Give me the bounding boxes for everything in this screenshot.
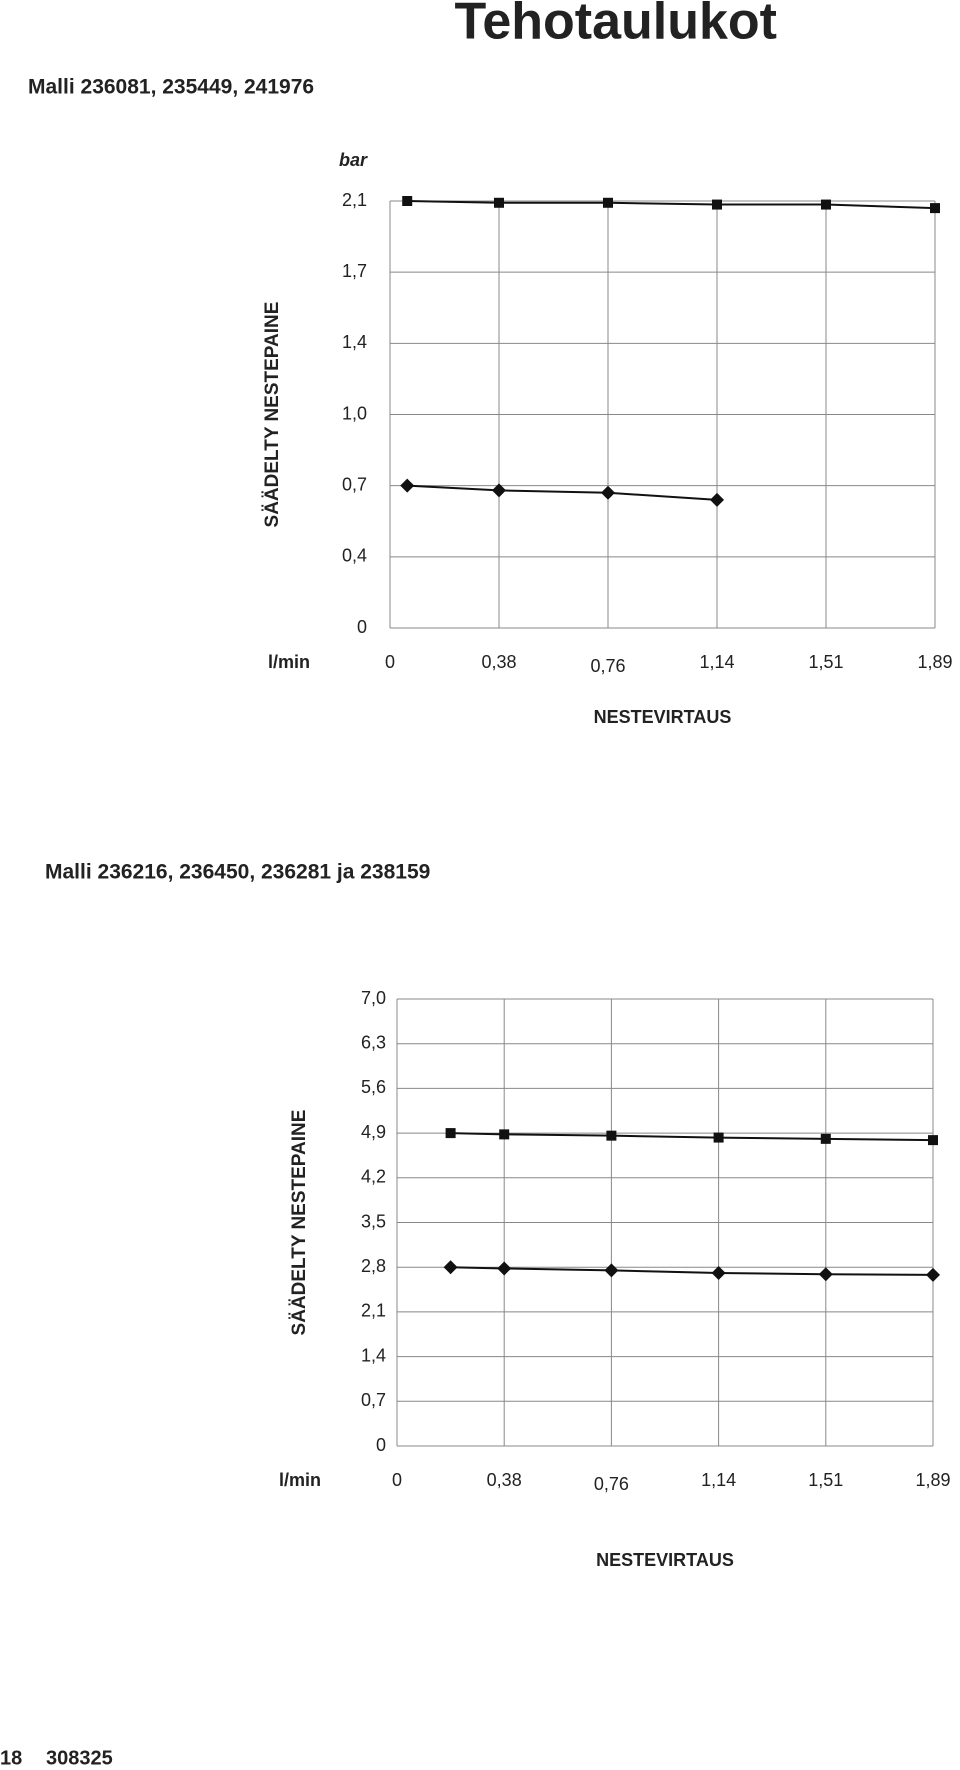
y-tick-label: 1,4 xyxy=(361,1345,386,1365)
square-marker xyxy=(402,196,413,206)
chart-title: Malli 236081, 235449, 241976 xyxy=(28,76,314,99)
square-marker xyxy=(820,1133,831,1144)
y-tick-label: 6,3 xyxy=(361,1032,386,1052)
x-axis-label: NESTEVIRTAUS xyxy=(594,707,732,727)
x-tick-label: 0 xyxy=(392,1470,402,1490)
series-line xyxy=(450,1132,934,1142)
y-axis-label: SÄÄDELTY NESTEPAINE xyxy=(262,302,283,528)
page-title: Tehotaulukot xyxy=(454,0,777,51)
diamond-marker xyxy=(492,483,506,498)
x-tick-label: 1,89 xyxy=(917,652,952,672)
y-tick-label: 4,9 xyxy=(361,1122,386,1142)
diamond-marker xyxy=(818,1267,833,1282)
diamond-marker xyxy=(710,492,724,507)
square-marker xyxy=(494,197,504,208)
x-tick-label: 0,76 xyxy=(590,656,625,676)
series-line xyxy=(407,200,936,210)
y-tick-label: 0 xyxy=(376,1435,386,1455)
y-tick-label: 4,2 xyxy=(361,1167,386,1187)
diamond-marker xyxy=(400,478,415,493)
x-tick-label: 0 xyxy=(385,652,395,672)
diamond-marker xyxy=(443,1260,458,1275)
diamond-marker xyxy=(711,1265,726,1280)
y-tick-label: 2,1 xyxy=(342,190,367,210)
x-tick-label: 1,14 xyxy=(701,1470,736,1490)
square-marker xyxy=(928,1135,938,1146)
page-number: 18 xyxy=(0,1747,22,1769)
y-tick-label: 1,0 xyxy=(342,403,367,423)
y-tick-label: 0,7 xyxy=(342,474,367,494)
x-tick-label: 0,76 xyxy=(594,1474,629,1494)
x-unit: l/min xyxy=(279,1470,321,1490)
diamond-marker xyxy=(604,1263,619,1278)
y-tick-label: 1,7 xyxy=(342,261,367,281)
square-marker xyxy=(821,199,831,210)
x-unit: l/min xyxy=(268,652,310,672)
square-marker xyxy=(445,1128,456,1139)
diamond-marker xyxy=(926,1267,940,1282)
y-tick-label: 2,8 xyxy=(361,1256,386,1276)
square-marker xyxy=(930,203,940,214)
y-unit: bar xyxy=(339,150,368,170)
series-line xyxy=(407,484,718,501)
chart-title: Malli 236216, 236450, 236281 ja 238159 xyxy=(45,861,430,884)
y-tick-label: 2,1 xyxy=(361,1301,386,1321)
y-tick-label: 5,6 xyxy=(361,1077,386,1097)
y-tick-label: 7,0 xyxy=(361,988,386,1008)
y-tick-label: 0,7 xyxy=(361,1390,386,1410)
square-marker xyxy=(606,1130,617,1141)
x-tick-label: 1,89 xyxy=(915,1470,950,1490)
y-tick-label: 1,4 xyxy=(342,332,367,352)
y-tick-label: 0 xyxy=(357,617,367,637)
series-line xyxy=(450,1266,934,1276)
x-tick-label: 1,51 xyxy=(808,652,843,672)
x-tick-label: 1,51 xyxy=(808,1470,843,1490)
x-tick-label: 0,38 xyxy=(487,1470,522,1490)
square-marker xyxy=(712,199,722,210)
y-axis-label: SÄÄDELTY NESTEPAINE xyxy=(289,1110,310,1336)
square-marker xyxy=(713,1132,724,1143)
diamond-marker xyxy=(601,485,615,500)
diamond-marker xyxy=(497,1261,512,1276)
square-marker xyxy=(499,1129,510,1140)
y-tick-label: 3,5 xyxy=(361,1211,386,1231)
document-number: 308325 xyxy=(46,1747,113,1769)
x-tick-label: 1,14 xyxy=(699,652,734,672)
square-marker xyxy=(603,197,613,208)
x-axis-label: NESTEVIRTAUS xyxy=(596,1550,734,1570)
x-tick-label: 0,38 xyxy=(481,652,516,672)
y-tick-label: 0,4 xyxy=(342,546,367,566)
